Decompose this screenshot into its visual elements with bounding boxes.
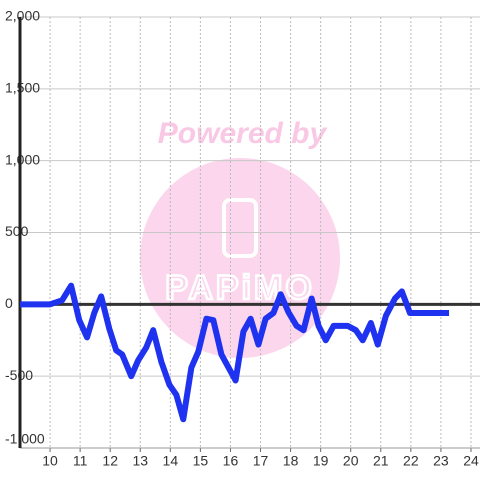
x-tick-label: 11 xyxy=(73,453,88,469)
x-tick-label: 18 xyxy=(283,453,299,469)
x-tick-label: 15 xyxy=(193,453,209,469)
x-tick-label: 17 xyxy=(253,453,269,469)
x-tick-label: 20 xyxy=(343,453,359,469)
watermark: Powered by PAPiMO xyxy=(140,117,340,358)
x-tick-label: 24 xyxy=(463,453,479,469)
x-tick-label: 19 xyxy=(313,453,329,469)
x-tick-label: 12 xyxy=(102,453,118,469)
y-tick-label: 500 xyxy=(5,223,29,239)
watermark-icon xyxy=(222,198,258,258)
x-tick-label: 10 xyxy=(42,453,58,469)
watermark-brand: PAPiMO xyxy=(165,269,315,307)
x-tick-label: 16 xyxy=(223,453,239,469)
y-tick-label: -1,000 xyxy=(5,431,45,447)
watermark-text: Powered by xyxy=(158,117,328,150)
x-tick-label: 22 xyxy=(403,453,419,469)
y-tick-label: 0 xyxy=(5,295,13,311)
y-tick-label: 1,000 xyxy=(5,151,40,167)
y-tick-label: 2,000 xyxy=(5,8,40,24)
x-tick-label: 23 xyxy=(433,453,449,469)
x-tick-label: 14 xyxy=(163,453,179,469)
y-tick-label: 1,500 xyxy=(5,80,40,96)
x-tick-label: 13 xyxy=(132,453,148,469)
data-line xyxy=(20,282,450,423)
x-tick-label: 21 xyxy=(373,453,389,469)
